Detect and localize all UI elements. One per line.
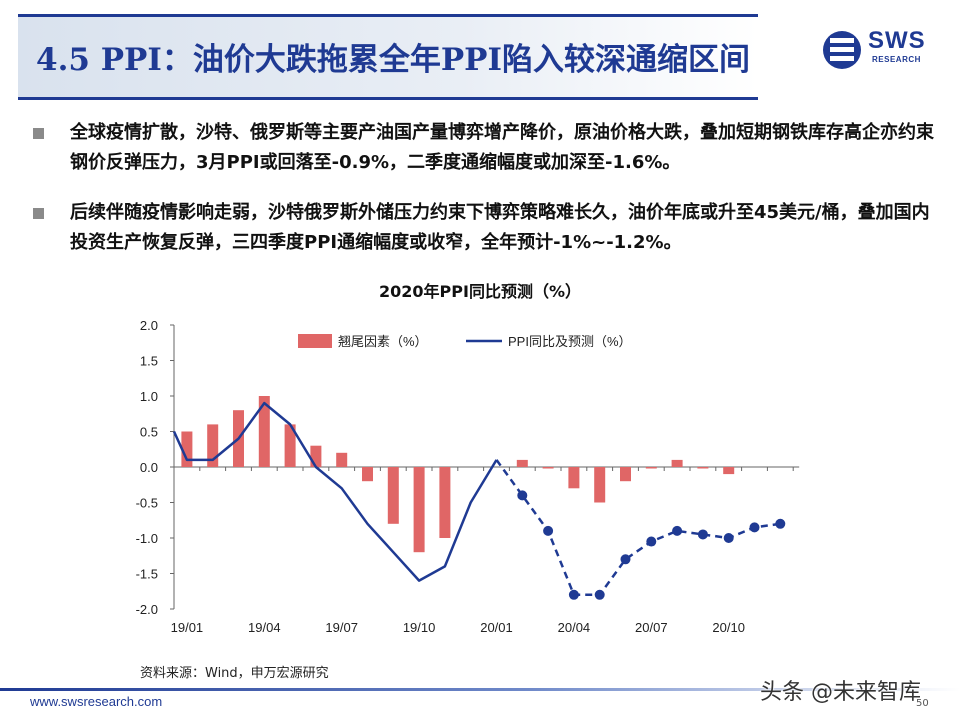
bar (310, 445, 322, 467)
x-tick-label: 20/04 (558, 620, 591, 635)
x-tick-label: 20/07 (635, 620, 668, 635)
footer-divider (0, 688, 960, 691)
legend-line-label: PPI同比及预测（%） (508, 334, 632, 349)
ppi-line-actual (172, 401, 498, 582)
x-tick-label: 19/07 (325, 620, 358, 635)
bar (284, 424, 296, 467)
x-tick-label: 20/01 (480, 620, 513, 635)
bar (387, 467, 399, 524)
source-note: 资料来源：Wind，申万宏源研究 (140, 666, 329, 681)
bar (336, 452, 348, 467)
forecast-point (594, 589, 605, 600)
sws-logo-icon (823, 31, 861, 69)
y-tick-label: -2.0 (136, 602, 158, 617)
y-tick-label: 1.0 (140, 389, 158, 404)
bar (542, 467, 554, 469)
bar (568, 467, 580, 489)
title-band (18, 14, 758, 100)
x-tick-label: 19/10 (403, 620, 436, 635)
bullet-square-icon (33, 128, 44, 139)
y-tick-label: 0.5 (140, 425, 158, 440)
y-tick-label: -1.0 (136, 531, 158, 546)
bar (645, 467, 657, 469)
bar (516, 459, 528, 467)
x-tick-label: 19/04 (248, 620, 281, 635)
forecast-point (620, 554, 631, 565)
forecast-point (723, 533, 734, 543)
title-bar: 4.5 PPI：油价大跌拖累全年PPI陷入较深通缩区间 SWS RESEARCH (0, 0, 960, 100)
bar (258, 396, 270, 467)
bar (362, 467, 373, 482)
forecast-point (775, 518, 786, 529)
forecast-point (749, 522, 760, 533)
forecast-point (543, 525, 554, 536)
bullet-square-icon (33, 208, 44, 219)
bar (671, 459, 683, 467)
bar (439, 467, 451, 538)
x-tick-label: 20/10 (712, 620, 745, 635)
bar (181, 431, 193, 467)
bar (207, 424, 219, 467)
y-tick-label: 2.0 (140, 318, 158, 333)
bullet-text-2: 后续伴随疫情影响走弱，沙特俄罗斯外储压力约束下博弈策略难长久，油价年底或升至45… (70, 202, 930, 253)
forecast-point (646, 536, 657, 547)
y-tick-label: 1.5 (140, 354, 158, 369)
page-title: 4.5 PPI：油价大跌拖累全年PPI陷入较深通缩区间 (36, 42, 750, 78)
ppi-line-forecast (495, 459, 781, 597)
footer-url: www.swsresearch.com (30, 694, 163, 709)
chart-title: 2020年PPI同比预测（%） (379, 282, 581, 301)
x-tick-label: 19/01 (171, 620, 204, 635)
bar (723, 467, 735, 475)
y-tick-label: -0.5 (136, 496, 158, 511)
bar (620, 467, 631, 482)
y-tick-label: -1.5 (136, 567, 158, 582)
bullet-item-1: 全球疫情扩散，沙特、俄罗斯等主要产油国产量博弈增产降价，原油价格大跌，叠加短期钢… (30, 118, 942, 180)
bullet-item-2: 后续伴随疫情影响走弱，沙特俄罗斯外储压力约束下博弈策略难长久，油价年底或升至45… (30, 198, 942, 260)
logo-text: SWS (868, 27, 926, 54)
forecast-point (568, 589, 579, 600)
bar (594, 467, 606, 503)
forecast-point (672, 525, 683, 536)
bar (697, 467, 709, 469)
legend-bar-label: 翘尾因素（%） (338, 334, 428, 349)
y-tick-label: 0.0 (140, 460, 158, 475)
forecast-point (697, 529, 708, 540)
logo-subtext: RESEARCH (872, 55, 921, 64)
watermark: 头条 @未来智库 (760, 680, 921, 705)
page-number: 50 (916, 698, 929, 709)
bar (413, 467, 425, 553)
bullet-text-1: 全球疫情扩散，沙特、俄罗斯等主要产油国产量博弈增产降价，原油价格大跌，叠加短期钢… (70, 122, 934, 173)
forecast-point (517, 490, 528, 501)
legend-bar-swatch (298, 334, 332, 348)
